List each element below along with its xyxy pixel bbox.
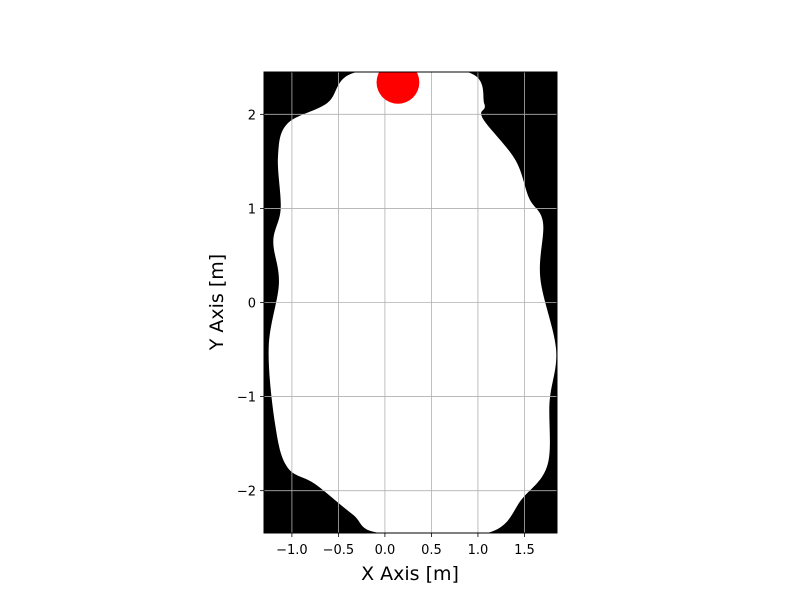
obstacle-fragment xyxy=(264,145,271,152)
y-tick-label: 0 xyxy=(248,297,256,312)
x-tick-label: 1.0 xyxy=(468,543,489,558)
grid-lines xyxy=(264,72,557,533)
robot-marker xyxy=(376,72,420,104)
y-axis-label: Y Axis [m] xyxy=(206,254,228,351)
x-tick-label: 0.5 xyxy=(421,543,442,558)
x-tick-label: 1.5 xyxy=(514,543,535,558)
x-axis: −1.0 −0.5 0.0 0.5 1.0 1.5 xyxy=(276,533,535,558)
x-tick-label: 0.0 xyxy=(375,543,396,558)
x-tick-label: −1.0 xyxy=(276,543,308,558)
y-tick-label: −2 xyxy=(237,485,256,500)
y-axis: −2 −1 0 1 2 xyxy=(237,108,264,500)
y-tick-label: 1 xyxy=(248,202,256,217)
obstacle-fragment xyxy=(264,72,279,79)
y-tick-label: −1 xyxy=(237,391,256,406)
x-axis-label: X Axis [m] xyxy=(361,563,459,585)
x-tick-label: −0.5 xyxy=(323,543,355,558)
y-tick-label: 2 xyxy=(248,108,256,123)
